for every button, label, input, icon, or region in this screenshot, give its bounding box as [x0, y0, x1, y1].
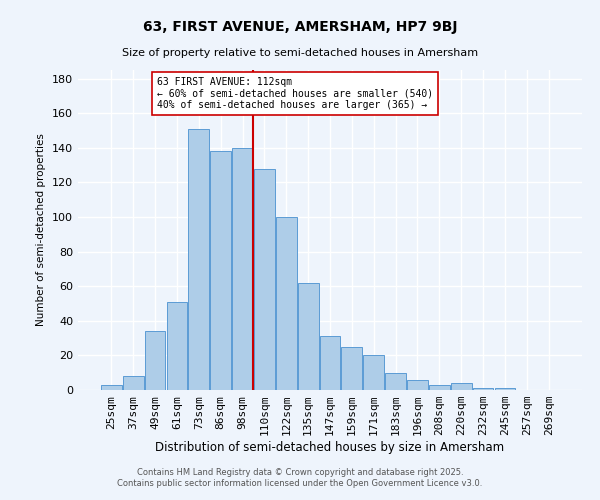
Bar	[341, 347, 362, 390]
Bar	[232, 148, 253, 390]
Bar	[101, 385, 122, 390]
Bar	[167, 302, 187, 390]
Text: Size of property relative to semi-detached houses in Amersham: Size of property relative to semi-detach…	[122, 48, 478, 58]
Y-axis label: Number of semi-detached properties: Number of semi-detached properties	[37, 134, 46, 326]
Bar	[254, 168, 275, 390]
Text: Contains HM Land Registry data © Crown copyright and database right 2025.
Contai: Contains HM Land Registry data © Crown c…	[118, 468, 482, 487]
Bar	[188, 129, 209, 390]
Bar	[429, 385, 450, 390]
Bar	[320, 336, 340, 390]
Bar	[145, 331, 166, 390]
Text: 63 FIRST AVENUE: 112sqm
← 60% of semi-detached houses are smaller (540)
40% of s: 63 FIRST AVENUE: 112sqm ← 60% of semi-de…	[157, 77, 433, 110]
Bar	[364, 356, 384, 390]
Bar	[473, 388, 493, 390]
Text: 63, FIRST AVENUE, AMERSHAM, HP7 9BJ: 63, FIRST AVENUE, AMERSHAM, HP7 9BJ	[143, 20, 457, 34]
Bar	[494, 388, 515, 390]
X-axis label: Distribution of semi-detached houses by size in Amersham: Distribution of semi-detached houses by …	[155, 441, 505, 454]
Bar	[298, 283, 319, 390]
Bar	[407, 380, 428, 390]
Bar	[385, 372, 406, 390]
Bar	[210, 152, 231, 390]
Bar	[451, 383, 472, 390]
Bar	[123, 376, 143, 390]
Bar	[276, 217, 296, 390]
